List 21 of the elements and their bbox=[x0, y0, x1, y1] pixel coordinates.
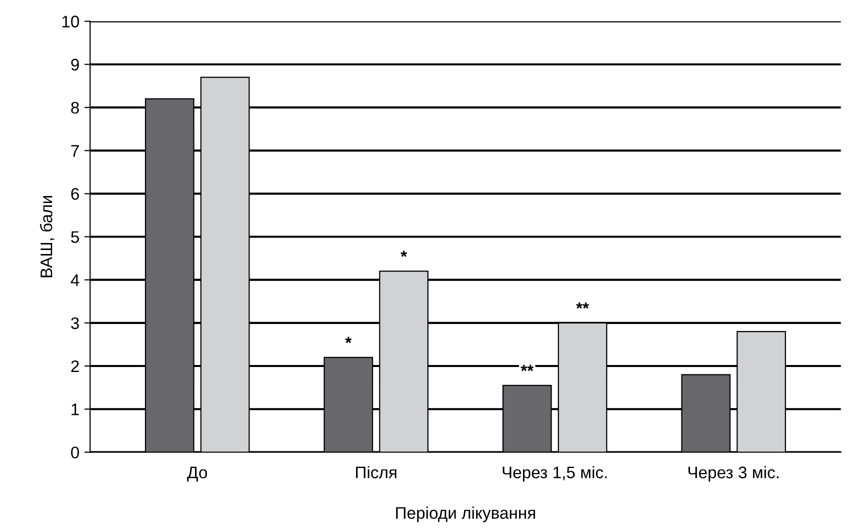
y-tick-label: 7 bbox=[71, 145, 79, 157]
y-tick-label: 5 bbox=[71, 231, 79, 243]
y-tick-label: 2 bbox=[71, 360, 79, 372]
y-tick-label: 0 bbox=[71, 446, 80, 458]
annotation: ** bbox=[520, 364, 534, 372]
x-tick-label: Після bbox=[356, 466, 396, 478]
y-axis-title: ВАШ, бали bbox=[40, 196, 54, 278]
x-tick-label: Через 3 міс. bbox=[688, 466, 778, 482]
annotation: * bbox=[400, 250, 408, 257]
y-tick-label: 3 bbox=[71, 317, 79, 330]
y-tick-label: 6 bbox=[71, 188, 79, 200]
y-tick-label: 1 bbox=[72, 404, 79, 416]
y-tick-label: 9 bbox=[71, 58, 79, 71]
y-tick-label: 4 bbox=[70, 274, 80, 286]
x-tick-label: До bbox=[187, 466, 208, 482]
annotation: * bbox=[345, 336, 352, 344]
x-tick-label: Через 1,5 міс. bbox=[502, 466, 607, 482]
x-axis-title: Періоди лікування bbox=[396, 506, 536, 522]
annotation: ** bbox=[576, 302, 590, 309]
y-tick-label: 8 bbox=[71, 102, 79, 114]
y-tick-label: 10 bbox=[62, 16, 80, 28]
